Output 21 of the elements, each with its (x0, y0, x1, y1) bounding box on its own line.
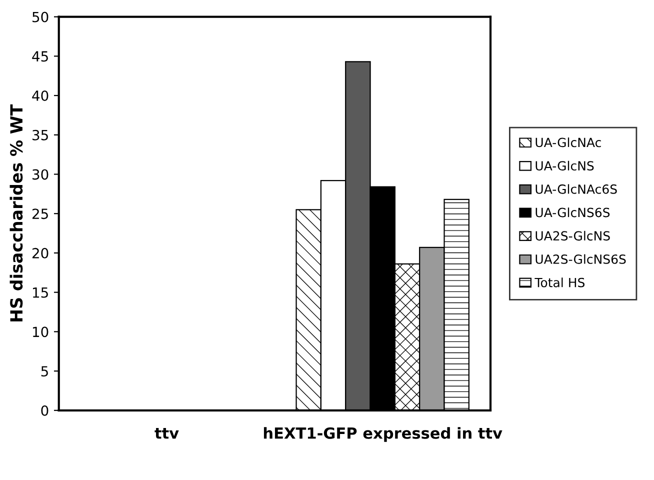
legend-label: UA-GlcNS (536, 160, 594, 171)
legend-label: UA-GlcNS6S (536, 208, 610, 218)
y-tick-label: 35 (32, 130, 48, 140)
x-tick-label: ttv (154, 428, 179, 439)
y-tick-label: 40 (32, 90, 48, 101)
y-tick-label: 20 (32, 248, 48, 258)
y-tick-label: 50 (32, 12, 48, 22)
y-tick-label: 45 (32, 51, 48, 62)
x-tick-label: hEXT1-GFP expressed in ttv (264, 427, 502, 442)
y-tick-label: 5 (41, 366, 48, 377)
y-tick-label: 15 (32, 287, 48, 298)
legend-label: Total HS (534, 278, 584, 288)
legend-label: UA-GlcNAc6S (536, 184, 617, 194)
y-tick-label: 30 (32, 169, 48, 180)
y-axis-title: HS disaccharides % WT (10, 104, 23, 322)
legend-label: UA2S-GlcNS6S (536, 254, 626, 264)
legend-label: UA2S-GlcNS (536, 230, 610, 241)
y-tick-label: 25 (32, 208, 48, 220)
y-tick-label: 0 (41, 405, 48, 416)
y-tick-label: 10 (32, 326, 48, 338)
legend-label: UA-GlcNAc (536, 138, 601, 148)
